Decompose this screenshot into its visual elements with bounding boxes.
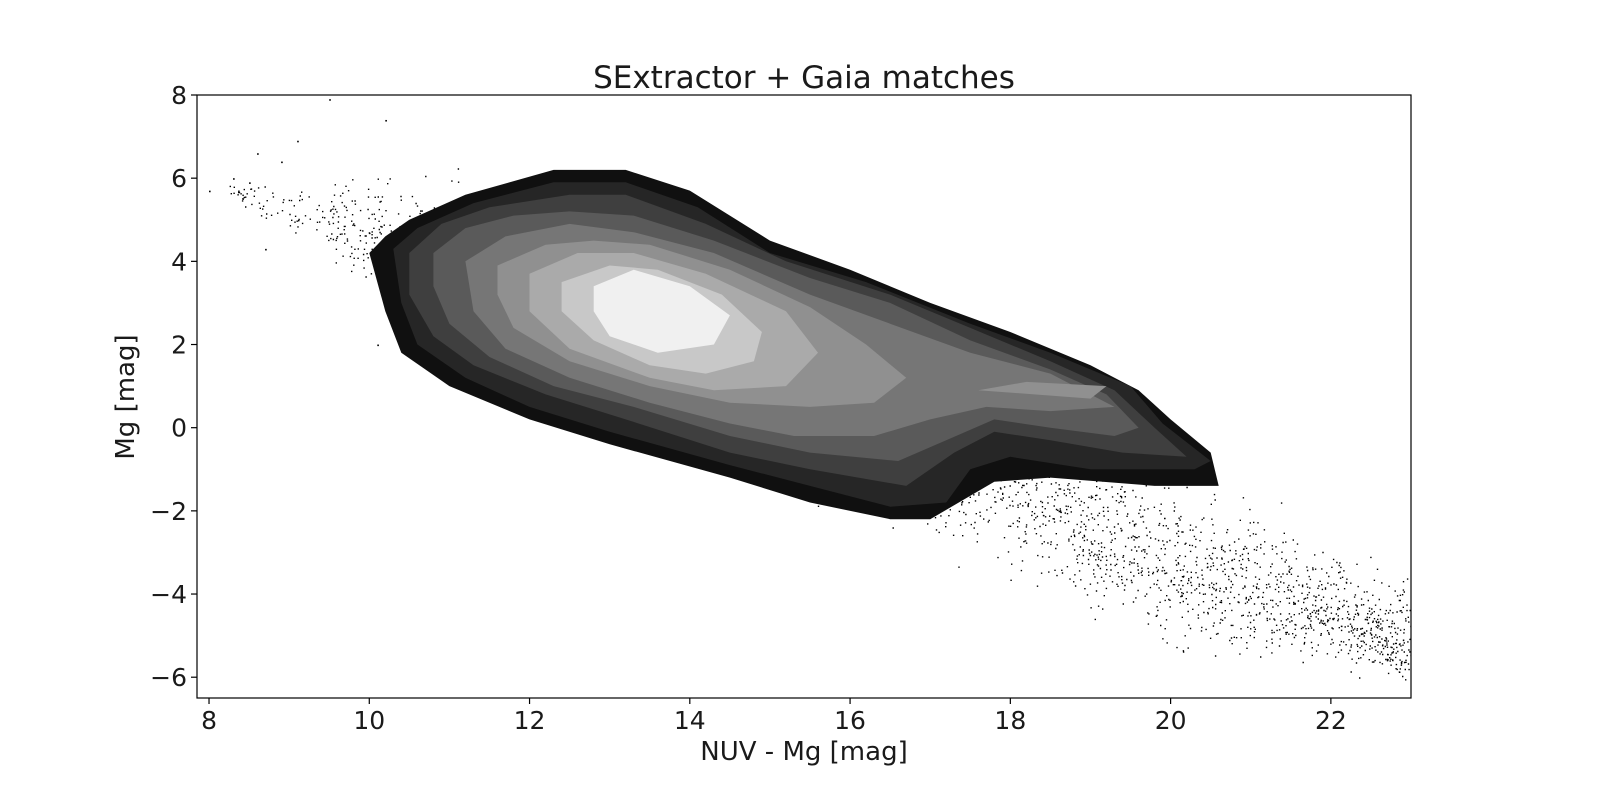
x-tick-label: 14 bbox=[674, 706, 706, 735]
y-tick-label: 4 bbox=[171, 247, 187, 276]
y-tick-label: 8 bbox=[171, 81, 187, 110]
x-tick-label: 12 bbox=[514, 706, 546, 735]
scatter-points bbox=[209, 99, 1411, 686]
y-tick-label: −6 bbox=[150, 663, 187, 692]
axes-frame bbox=[196, 94, 1412, 699]
scatter-outlier bbox=[329, 99, 331, 101]
x-axis-label: NUV - Mg [mag] bbox=[700, 737, 907, 767]
y-tick-label: 6 bbox=[171, 164, 187, 193]
contour-island bbox=[978, 381, 1107, 399]
y-tick-label: 2 bbox=[171, 331, 187, 360]
plot-area bbox=[209, 99, 1411, 686]
x-tick-label: 22 bbox=[1315, 706, 1347, 735]
scatter-outlier bbox=[265, 248, 267, 251]
scatter-outlier bbox=[385, 119, 387, 122]
scatter-outlier bbox=[377, 344, 379, 347]
scatter-outlier bbox=[297, 140, 299, 143]
x-tick-label: 8 bbox=[201, 706, 217, 735]
y-tick-label: −4 bbox=[150, 580, 187, 609]
y-tick-label: 0 bbox=[171, 414, 187, 443]
scatter-outlier bbox=[249, 182, 251, 184]
y-tick-label: −2 bbox=[150, 497, 187, 526]
density-contours bbox=[369, 169, 1219, 520]
y-axis: −6 −4 −2 0 2 4 6 8 bbox=[150, 81, 197, 692]
scatter-outlier bbox=[281, 161, 283, 164]
contour-level-9 bbox=[593, 269, 730, 353]
x-tick-label: 20 bbox=[1155, 706, 1187, 735]
chart-title: SExtractor + Gaia matches bbox=[593, 60, 1015, 96]
scatter-point-cloud bbox=[229, 168, 1411, 686]
x-tick-label: 18 bbox=[994, 706, 1026, 735]
scatter-outlier bbox=[233, 178, 235, 180]
scatter-outlier bbox=[209, 190, 211, 193]
x-tick-label: 16 bbox=[834, 706, 866, 735]
x-tick-label: 10 bbox=[353, 706, 385, 735]
y-axis-label: Mg [mag] bbox=[111, 334, 141, 459]
scatter-outlier bbox=[257, 153, 259, 155]
x-axis: 8 10 12 14 16 18 20 22 bbox=[201, 698, 1347, 735]
